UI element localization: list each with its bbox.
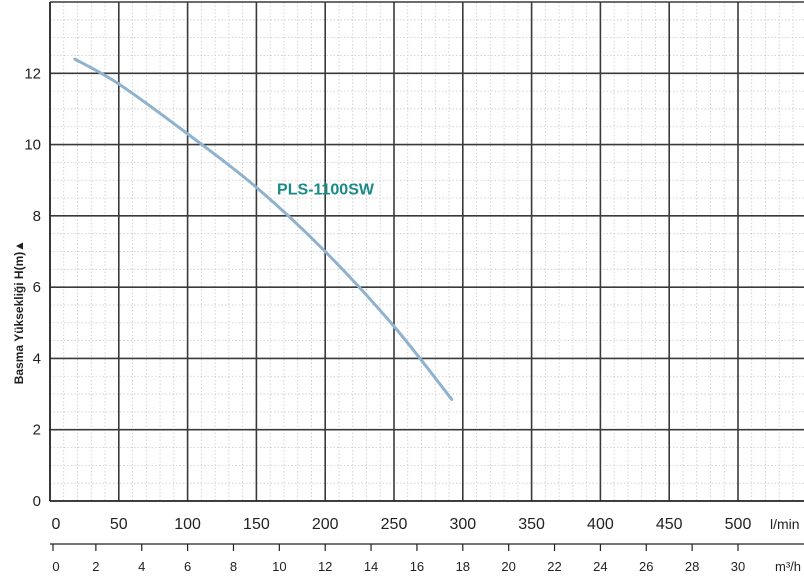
x-tick-label-m3h: 6 xyxy=(184,559,191,574)
series-layer: PLS-1100SW xyxy=(73,57,454,401)
x-tick-label-lmin: 350 xyxy=(518,516,545,533)
series-line-pls-1100sw xyxy=(73,57,454,401)
x-unit-lmin: l/min xyxy=(770,516,800,532)
y-tick-label: 10 xyxy=(24,137,41,154)
x-tick-label-m3h: 22 xyxy=(547,559,561,574)
x-tick-label-m3h: 10 xyxy=(272,559,286,574)
x-tick-label-lmin: 500 xyxy=(725,516,752,533)
y-tick-label: 8 xyxy=(33,208,41,225)
major-grid xyxy=(49,1,804,502)
y-tick-label: 0 xyxy=(33,493,41,510)
x-tick-label-m3h: 30 xyxy=(731,559,745,574)
x-tick-label-m3h: 12 xyxy=(318,559,332,574)
x-tick-label-m3h: 26 xyxy=(639,559,653,574)
x-axis-m3h: 0 2 4 6 8 10 12 14 16 18 20 22 24 26 28 30 m³/h xyxy=(50,543,804,574)
x-tick-label-m3h: 24 xyxy=(593,559,607,574)
y-axis: 0 2 4 6 8 10 12 xyxy=(24,65,41,510)
x-tick-label-m3h: 4 xyxy=(138,559,145,574)
y-tick-label: 12 xyxy=(24,65,41,82)
x-tick-label-lmin: 300 xyxy=(449,516,476,533)
x-tick-label-m3h: 14 xyxy=(364,559,378,574)
x-axis-lmin: 0 50 100 150 200 250 300 350 400 450 500 l/min xyxy=(52,516,800,533)
y-axis-arrow-icon: ▲ xyxy=(12,240,26,252)
x-tick-label-lmin: 200 xyxy=(312,516,339,533)
series-label: PLS-1100SW xyxy=(277,181,375,198)
x-tick-label-m3h: 8 xyxy=(230,559,237,574)
x-tick-label-m3h: 18 xyxy=(456,559,470,574)
y-axis-label: Basma Yüksekliği H(m) xyxy=(12,252,26,385)
y-tick-label: 4 xyxy=(33,350,41,367)
x-tick-label-m3h: 0 xyxy=(52,559,59,574)
x-tick-label-lmin: 50 xyxy=(110,516,128,533)
x-tick-label-lmin: 150 xyxy=(243,516,270,533)
x-tick-label-lmin: 400 xyxy=(587,516,614,533)
x-tick-label-lmin: 100 xyxy=(174,516,201,533)
x-tick-label-m3h: 2 xyxy=(92,559,99,574)
minor-grid xyxy=(50,2,804,501)
x-tick-label-m3h: 16 xyxy=(410,559,424,574)
x-tick-label-lmin: 450 xyxy=(656,516,683,533)
x-tick-label-lmin: 0 xyxy=(52,516,61,533)
x-tick-label-m3h: 20 xyxy=(501,559,515,574)
x-tick-label-m3h: 28 xyxy=(685,559,699,574)
x-unit-m3h: m³/h xyxy=(775,559,801,574)
x-tick-label-lmin: 250 xyxy=(381,516,408,533)
y-tick-label: 2 xyxy=(33,422,41,439)
y-tick-label: 6 xyxy=(33,279,41,296)
